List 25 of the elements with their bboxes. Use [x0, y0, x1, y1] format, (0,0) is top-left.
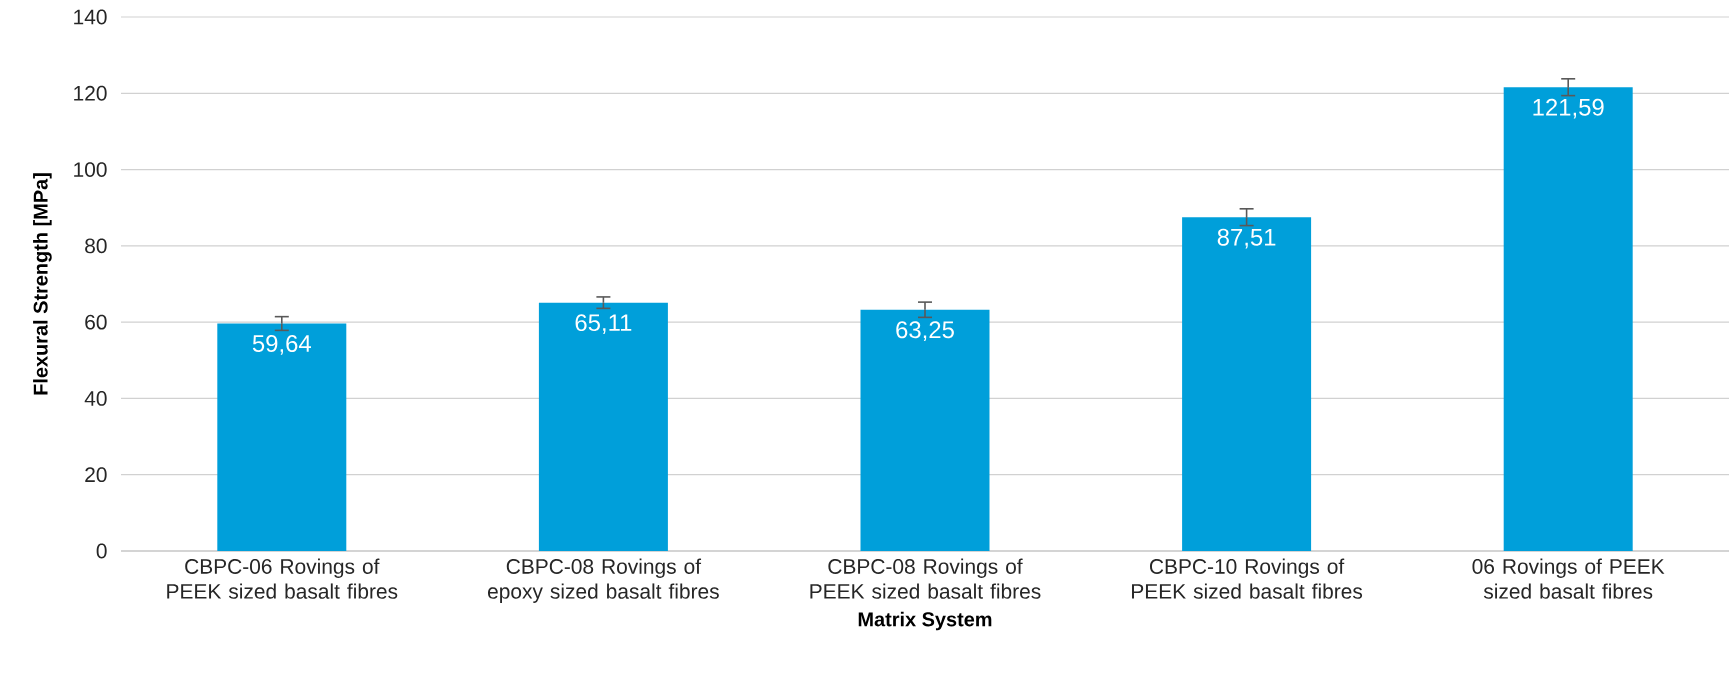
y-tick-label: 80	[85, 238, 107, 254]
x-tick-label: CBPC-10 Rovings of PEEK sized basalt fibres	[1132, 558, 1363, 599]
bar	[860, 309, 990, 551]
y-tick-label: 140	[74, 9, 107, 25]
y-tick-label: 40	[84, 391, 107, 406]
x-tick-label: CBPC-08 Rovings of PEEK sized basalt fibres	[810, 558, 1041, 599]
y-tick-label: 0	[96, 543, 107, 559]
bar	[1503, 87, 1633, 551]
y-tick-label: 100	[74, 162, 107, 177]
x-tick-label: CBPC-06 Rovings of PEEK sized basalt fibres	[167, 558, 398, 599]
data-label: 63,25	[896, 321, 954, 342]
bar	[217, 323, 347, 551]
data-label: 87,51	[1217, 228, 1276, 249]
x-tick-label: 06 Rovings of PEEK sized basalt fibres	[1472, 558, 1665, 599]
data-label: 59,64	[252, 335, 312, 355]
bar	[538, 302, 668, 551]
bar	[1182, 217, 1312, 551]
data-label: 121,59	[1533, 98, 1604, 119]
y-tick-label: 60	[85, 314, 107, 330]
data-label: 65,11	[575, 314, 632, 334]
x-axis-title: Matrix System	[858, 611, 992, 631]
y-tick-label: 20	[85, 467, 107, 483]
y-tick-label: 120	[74, 85, 107, 101]
y-axis-title: Flexural Strength [MPa]	[33, 173, 52, 395]
x-tick-label: CBPC-08 Rovings of epoxy sized basalt fibres	[488, 558, 719, 603]
